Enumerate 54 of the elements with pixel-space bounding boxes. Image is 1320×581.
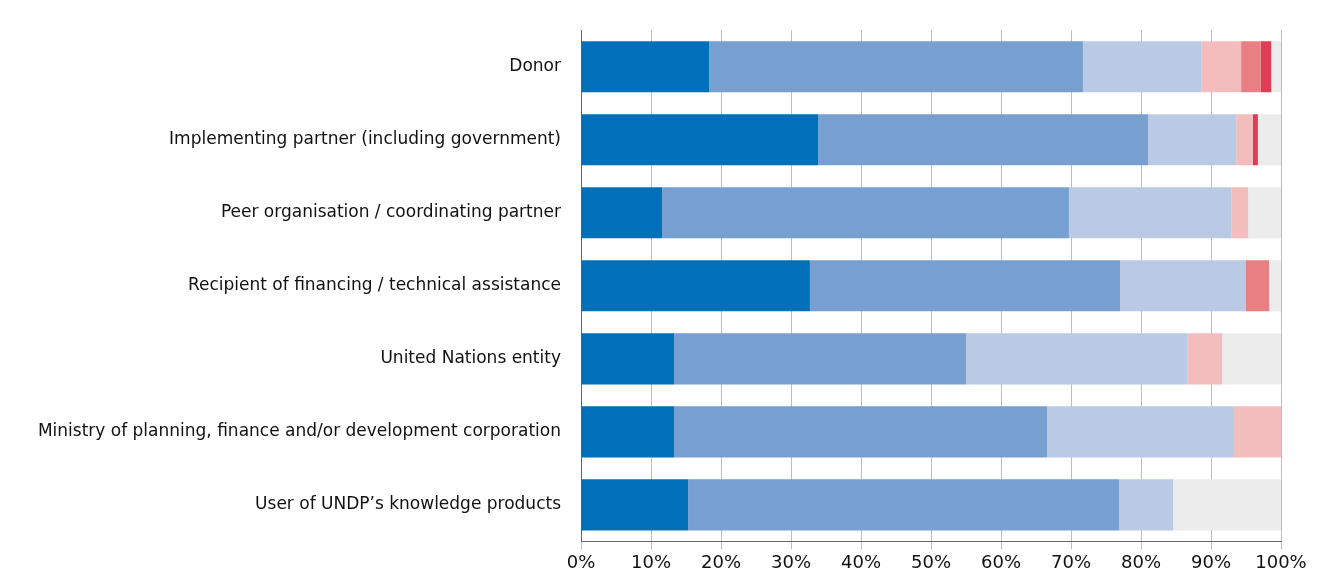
x-tick-label: 20% (700, 550, 742, 572)
bar (1231, 187, 1249, 239)
bar (818, 114, 1148, 166)
x-tick-label: 70% (1050, 550, 1092, 572)
x-tick-label: 0% (566, 550, 596, 572)
x-tick-label: 30% (770, 550, 812, 572)
bar (966, 333, 1188, 385)
bar (1246, 260, 1270, 312)
bar (1222, 333, 1281, 385)
bar (1253, 114, 1258, 166)
y-tick-label: Donor (509, 55, 562, 76)
bar (1068, 187, 1232, 239)
y-tick-label: United Nations entity (380, 347, 561, 368)
bar (1234, 406, 1281, 458)
bar (1260, 41, 1272, 93)
bar (1120, 260, 1246, 312)
bar (809, 260, 1120, 312)
bar (581, 187, 663, 239)
x-tick-label: 40% (840, 550, 882, 572)
bar (1173, 479, 1281, 531)
bar (1119, 479, 1174, 531)
bar (1201, 41, 1242, 93)
bar (581, 406, 675, 458)
bar (709, 41, 1083, 93)
y-tick-label: Recipient of financing / technical assistance (187, 274, 561, 295)
bar (1248, 187, 1281, 239)
bar (1187, 333, 1223, 385)
y-tick-label: Implementing partner (including government) (169, 128, 561, 149)
bar (1269, 260, 1281, 312)
bar (1082, 41, 1202, 93)
bar (1241, 41, 1261, 93)
bar (581, 333, 675, 385)
y-tick-label: User of UNDP’s knowledge products (255, 493, 562, 514)
x-tick-label: 90% (1190, 550, 1232, 572)
bar (688, 479, 1120, 531)
x-tick-label: 60% (980, 550, 1022, 572)
x-tick-label: 100% (1255, 550, 1307, 572)
y-tick-label: Peer organisation / coordinating partner (220, 201, 561, 222)
x-tick-label: 50% (910, 550, 952, 572)
bar (581, 41, 710, 93)
bar (581, 260, 810, 312)
y-tick-label: Ministry of planning, finance and/or development corporation (37, 420, 561, 441)
x-tick-label: 80% (1120, 550, 1162, 572)
bar (1257, 114, 1281, 166)
bar (662, 187, 1069, 239)
bar (674, 333, 966, 385)
bar (1271, 41, 1281, 93)
x-tick-label: 10% (630, 550, 672, 572)
bar (581, 114, 819, 166)
bar (1148, 114, 1237, 166)
bar (581, 479, 689, 531)
bar (1047, 406, 1235, 458)
bar (674, 406, 1048, 458)
bar (1236, 114, 1253, 166)
